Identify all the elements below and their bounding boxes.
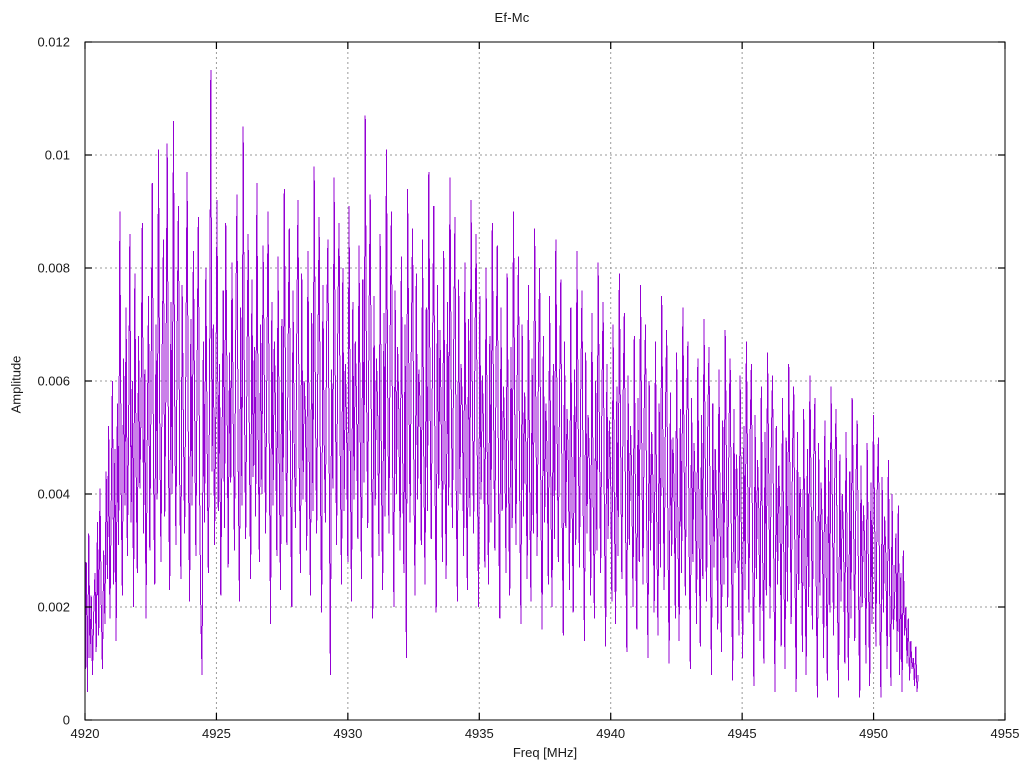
x-axis-label: Freq [MHz] [512, 745, 578, 760]
y-tick-label: 0.006 [37, 373, 70, 389]
x-tick-label: 4950 [859, 726, 889, 741]
y-tick-label: 0.01 [44, 147, 70, 163]
grid-lines [85, 42, 1005, 720]
y-tick-label: 0.004 [37, 486, 70, 502]
y-tick-label: 0 [62, 712, 70, 728]
x-tick-label: 4940 [596, 726, 626, 741]
tick-marks [84, 41, 1006, 721]
y-tick-label: 0.012 [37, 34, 70, 50]
x-tick-label: 4935 [464, 726, 494, 741]
data-series-line-0 [84, 70, 919, 698]
x-tick-label: 4945 [727, 726, 757, 741]
x-tick-label: 4925 [201, 726, 231, 741]
chart-title: Ef-Mc [494, 10, 530, 25]
x-tick-label: 4955 [990, 726, 1020, 741]
x-tick-label: 4930 [333, 726, 363, 741]
y-axis-tick-labels: 0 0.002 0.004 0.006 0.008 0.01 0.012 [0, 0, 78, 768]
y-tick-label: 0.002 [37, 599, 70, 615]
x-tick-label: 4920 [70, 726, 100, 741]
y-tick-label: 0.008 [37, 260, 70, 276]
